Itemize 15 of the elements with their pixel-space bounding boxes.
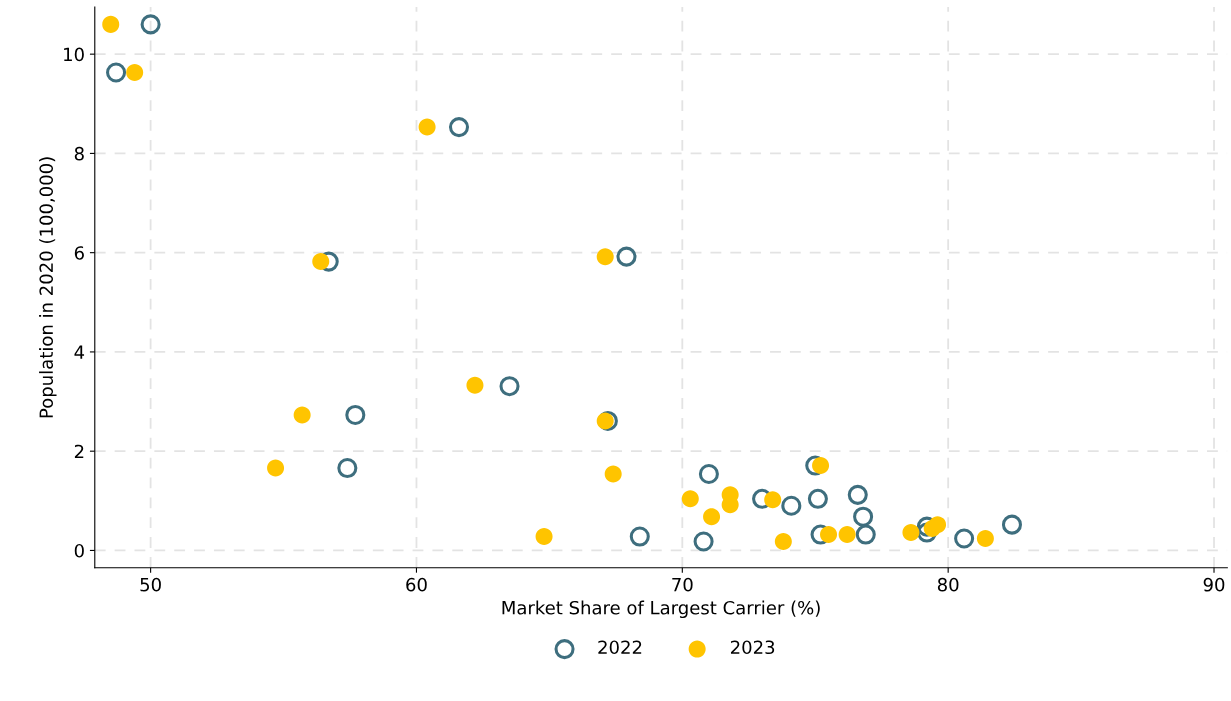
y-tick-label: 2 — [74, 444, 84, 459]
y-tick-label: 4 — [74, 345, 85, 359]
y-tick-label: 8 — [74, 146, 84, 161]
y-tick-label: 0 — [74, 543, 84, 558]
x-axis-title: Market Share of Largest Carrier (%) — [502, 600, 820, 619]
x-tick-label: 80 — [937, 577, 959, 592]
x-tick-label: 50 — [140, 577, 161, 592]
x-tick-label: 90 — [1203, 577, 1225, 592]
y-tick-label: 6 — [74, 246, 84, 260]
legend-label: 2022 — [598, 640, 642, 655]
y-axis-title: Population in 2020 (100,000) — [39, 157, 57, 418]
x-tick-label: 70 — [672, 577, 693, 592]
legend-label: 2023 — [730, 640, 775, 655]
x-tick-label: 60 — [406, 577, 427, 592]
y-tick-label: 10 — [64, 47, 84, 62]
